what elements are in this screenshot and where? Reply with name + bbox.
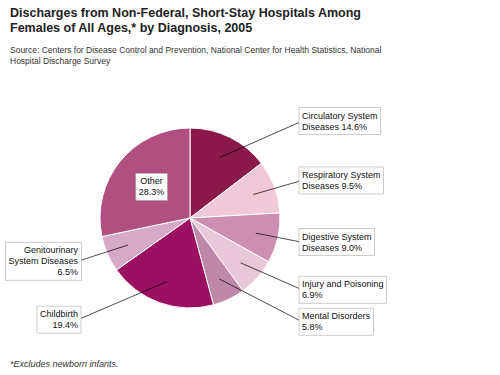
text-line: Genitourinary	[24, 245, 79, 255]
text-line: Discharges from Non-Federal, Short-Stay …	[10, 6, 361, 20]
leader-line	[253, 180, 302, 194]
category-label: Mental Disorders5.8%	[302, 311, 371, 332]
text-line: Source: Centers for Disease Control and …	[10, 45, 381, 55]
label-box	[299, 276, 387, 303]
label-box	[299, 308, 374, 335]
pie	[100, 128, 280, 308]
text-line: Childbirth	[40, 309, 78, 319]
text-line: 6.5%	[57, 267, 78, 277]
slice-label: Circulatory SystemDiseases 14.6%	[220, 108, 381, 158]
text-line: 5.8%	[302, 322, 323, 332]
category-label: GenitourinarySystem Diseases6.5%	[8, 245, 78, 277]
text-line: System Diseases	[8, 256, 78, 266]
chart-container: Discharges from Non-Federal, Short-Stay …	[0, 0, 500, 375]
text-line: Females of All Ages,* by Diagnosis, 2005	[10, 21, 252, 35]
slice-label: Mental Disorders5.8%	[219, 279, 373, 335]
text-line: Circulatory System	[302, 111, 378, 121]
text-line: 19.4%	[52, 320, 78, 330]
leader-line	[240, 263, 302, 290]
labels: Circulatory SystemDiseases 14.6% Respirat…	[5, 108, 386, 336]
category-label: Circulatory SystemDiseases 14.6%	[302, 111, 378, 132]
text-line: Respiratory System	[302, 170, 381, 180]
footnote: *Excludes newborn infants.	[10, 359, 119, 369]
pie-slice	[100, 128, 190, 237]
subtitle: Source: Centers for Disease Control and …	[10, 45, 381, 66]
text-line: Mental Disorders	[302, 311, 371, 321]
label-box	[136, 173, 168, 200]
category-label: Injury and Poisoning6.9%	[302, 279, 384, 300]
category-label: Other28.3%	[139, 176, 165, 197]
slice-label: Respiratory SystemDiseases 9.5%	[253, 167, 383, 195]
text-line: Diseases 14.6%	[302, 122, 367, 132]
text-line: Injury and Poisoning	[302, 279, 384, 289]
leader-line	[256, 233, 302, 242]
slice-label: GenitourinarySystem Diseases6.5%	[5, 242, 128, 280]
label-box	[5, 242, 81, 280]
text-line: 6.9%	[302, 290, 323, 300]
leader-line	[78, 282, 167, 320]
slice-label: Other28.3%	[136, 173, 168, 200]
text-line: Diseases 9.5%	[302, 181, 362, 191]
category-label: Childbirth19.4%	[40, 309, 78, 330]
category-label: Digestive SystemDiseases 9.0%	[302, 232, 372, 253]
text-line: Diseases 9.0%	[302, 243, 362, 253]
title: Discharges from Non-Federal, Short-Stay …	[10, 6, 361, 35]
chart: Discharges from Non-Federal, Short-Stay …	[0, 0, 500, 375]
slice-label: Digestive SystemDiseases 9.0%	[256, 229, 375, 256]
label-box	[299, 167, 384, 194]
text-line: Digestive System	[302, 232, 372, 242]
slice-label: Injury and Poisoning6.9%	[240, 263, 386, 303]
slice-label: Childbirth19.4%	[37, 282, 167, 334]
leader-line	[220, 121, 302, 157]
text-line: Hospital Discharge Survey	[10, 56, 111, 66]
text-line: Other	[140, 176, 163, 186]
label-box	[37, 306, 81, 333]
text-line: 28.3%	[139, 187, 165, 197]
category-label: Respiratory SystemDiseases 9.5%	[302, 170, 381, 191]
leader-line	[219, 279, 302, 322]
leader-line	[78, 245, 128, 261]
label-box	[299, 229, 375, 256]
label-box	[299, 108, 381, 135]
